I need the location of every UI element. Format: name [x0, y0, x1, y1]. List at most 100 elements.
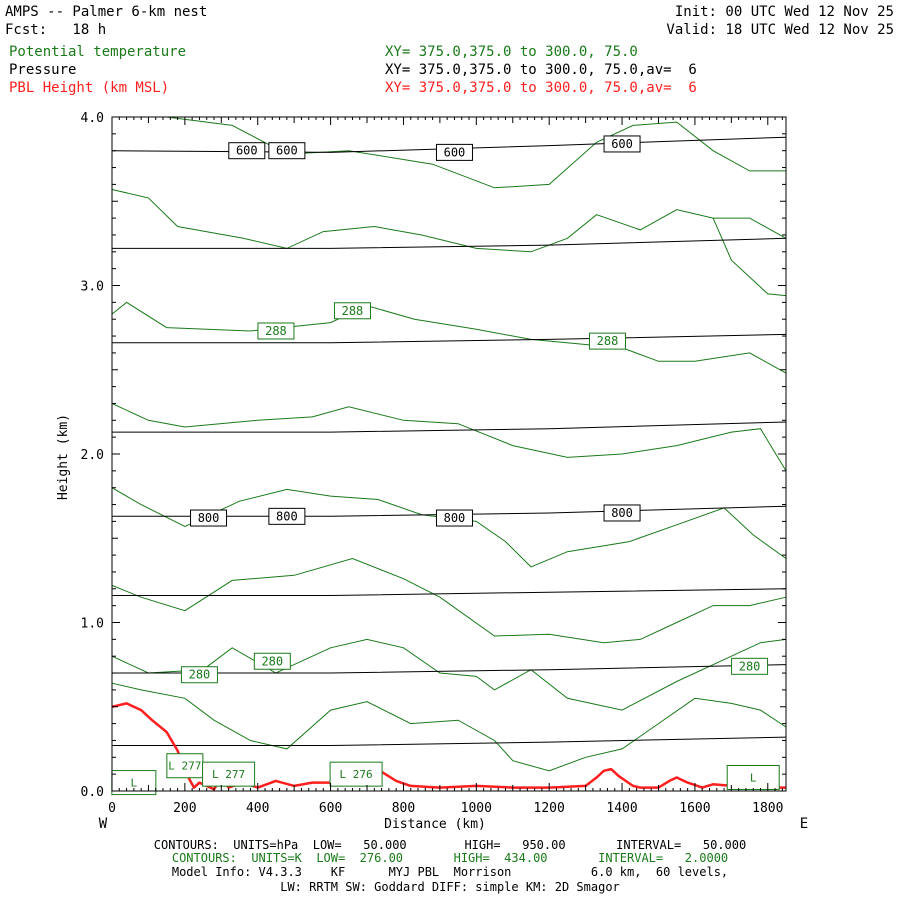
axes-layer: 0.0 1.0 2.0 3.0 4.0 0 200 400 600 800 1000 1200 1400…: [56, 111, 808, 832]
y-tick-label: 2.0: [81, 448, 104, 463]
pressure-label-text: 800: [444, 511, 466, 525]
theta-contour: [111, 487, 787, 568]
theta-label-text: 280: [189, 668, 211, 682]
field-xy-pressure: XY= 375.0,375.0 to 300.0, 75.0,av= 6: [385, 62, 697, 78]
theta-label-box: [333, 302, 371, 320]
theta-label-box: [257, 322, 295, 340]
pressure-label-box: [268, 142, 306, 160]
x-tick-label: 1000: [461, 801, 492, 816]
theta-contour: [111, 557, 787, 644]
x-axis-label: Distance (km): [384, 817, 486, 832]
contour-label-layer: 600 600 600 600 800 800 800 800 288 288 288 280 280 2…: [111, 135, 780, 796]
pressure-label-box: [603, 135, 641, 153]
field-name-pbl: PBL Height (km MSL): [9, 80, 170, 96]
pressure-contour: [112, 237, 787, 249]
theta-contour: [111, 403, 787, 472]
pressure-label: 800: [190, 509, 228, 527]
east-label: E: [800, 816, 808, 832]
x-tick-label: 1400: [606, 801, 637, 816]
field-xy-theta: XY= 375.0,375.0 to 300.0, 75.0: [385, 44, 638, 60]
pressure-label: 600: [603, 135, 641, 153]
theta-label-text: 288: [342, 304, 364, 318]
field-name-theta: Potential temperature: [9, 44, 187, 60]
theta-label: 280: [180, 666, 218, 684]
pressure-label-text: 800: [611, 506, 633, 520]
theta-low-marker: L: [726, 765, 780, 791]
theta-low-text: L: [131, 777, 138, 790]
theta-low-text: L: [750, 772, 757, 785]
pressure-contour: [112, 736, 787, 746]
x-tick-label: 1200: [534, 801, 565, 816]
x-tick-label: 800: [392, 801, 415, 816]
theta-contour: [111, 189, 787, 253]
init-time: Init: 00 UTC Wed 12 Nov 25: [674, 4, 894, 20]
pressure-label-text: 800: [198, 511, 220, 525]
theta-label-text: 288: [265, 324, 287, 338]
pressure-label-text: 800: [276, 509, 298, 523]
theta-label-box: [588, 332, 626, 350]
x-tick-label: 1800: [752, 801, 783, 816]
pressure-label-text: 600: [611, 137, 633, 151]
valid-time: Valid: 18 UTC Wed 12 Nov 25: [666, 22, 894, 38]
theta-low-marker: L 277: [166, 753, 204, 779]
theta-label: 280: [253, 652, 291, 670]
chart-title: AMPS -- Palmer 6-km nest: [5, 4, 208, 20]
west-label: W: [99, 816, 108, 832]
y-tick-label: 3.0: [81, 280, 104, 295]
pressure-label-box: [603, 504, 641, 522]
x-tick-label: 200: [173, 801, 196, 816]
theta-label-box: [180, 666, 218, 684]
theta-contour: [111, 301, 787, 374]
footer-model-info: Model Info: V4.3.3 KF MYJ PBL Morrison 6…: [171, 865, 729, 879]
pressure-label-text: 600: [276, 144, 298, 158]
forecast-hour: Fcst: 18 h: [5, 22, 107, 38]
pressure-label: 600: [228, 142, 266, 160]
theta-label-box: [731, 657, 769, 675]
theta-label: 288: [333, 302, 371, 320]
theta-low-text: L 276: [340, 768, 373, 781]
field-name-pressure: Pressure: [9, 62, 77, 78]
y-tick-label: 1.0: [81, 617, 104, 632]
theta-label-box: [253, 652, 291, 670]
field-xy-pbl: XY= 375.0,375.0 to 300.0, 75.0,av= 6: [385, 80, 697, 96]
theta-contour: [111, 638, 787, 711]
theta-label-text: 288: [597, 334, 619, 348]
pressure-contour: [112, 421, 787, 433]
footer-pressure-contours: CONTOURS: UNITS=hPa LOW= 50.000 HIGH= 95…: [153, 838, 747, 852]
plot-frame: [111, 116, 787, 792]
pressure-label: 600: [268, 142, 306, 160]
x-tick-label: 1600: [679, 801, 710, 816]
theta-low-box: [329, 761, 383, 787]
pressure-label-box: [228, 142, 266, 160]
y-tick-label: 0.0: [81, 785, 104, 800]
theta-label: 288: [257, 322, 295, 340]
pressure-contour: [112, 664, 787, 674]
pressure-label-box: [190, 509, 228, 527]
theta-contour: [111, 682, 787, 772]
x-tick-label: 400: [246, 801, 269, 816]
y-axis-label: Height (km): [56, 414, 71, 500]
theta-label: 280: [731, 657, 769, 675]
pressure-contour: [112, 333, 787, 344]
pressure-label: 800: [268, 507, 306, 525]
y-tick-label: 4.0: [81, 111, 104, 126]
pressure-label-box: [435, 509, 473, 527]
footer-physics: LW: RRTM SW: Goddard DIFF: simple KM: 2D…: [280, 880, 620, 894]
theta-label: 288: [588, 332, 626, 350]
theta-label-text: 280: [739, 659, 761, 673]
x-tick-label: 600: [319, 801, 342, 816]
pressure-label: 800: [435, 509, 473, 527]
pressure-label: 600: [435, 143, 473, 161]
pressure-contour: [112, 588, 787, 596]
pressure-label-text: 600: [444, 145, 466, 159]
theta-low-marker: L 276: [329, 761, 383, 787]
theta-low-box: [202, 761, 256, 787]
theta-low-text: L 277: [212, 768, 245, 781]
theta-low-marker: L 277: [202, 761, 256, 787]
x-tick-label: 0: [108, 801, 116, 816]
theta-contour: [712, 217, 787, 297]
pressure-label: 800: [603, 504, 641, 522]
theta-label-text: 280: [261, 654, 283, 668]
pressure-label-box: [268, 507, 306, 525]
